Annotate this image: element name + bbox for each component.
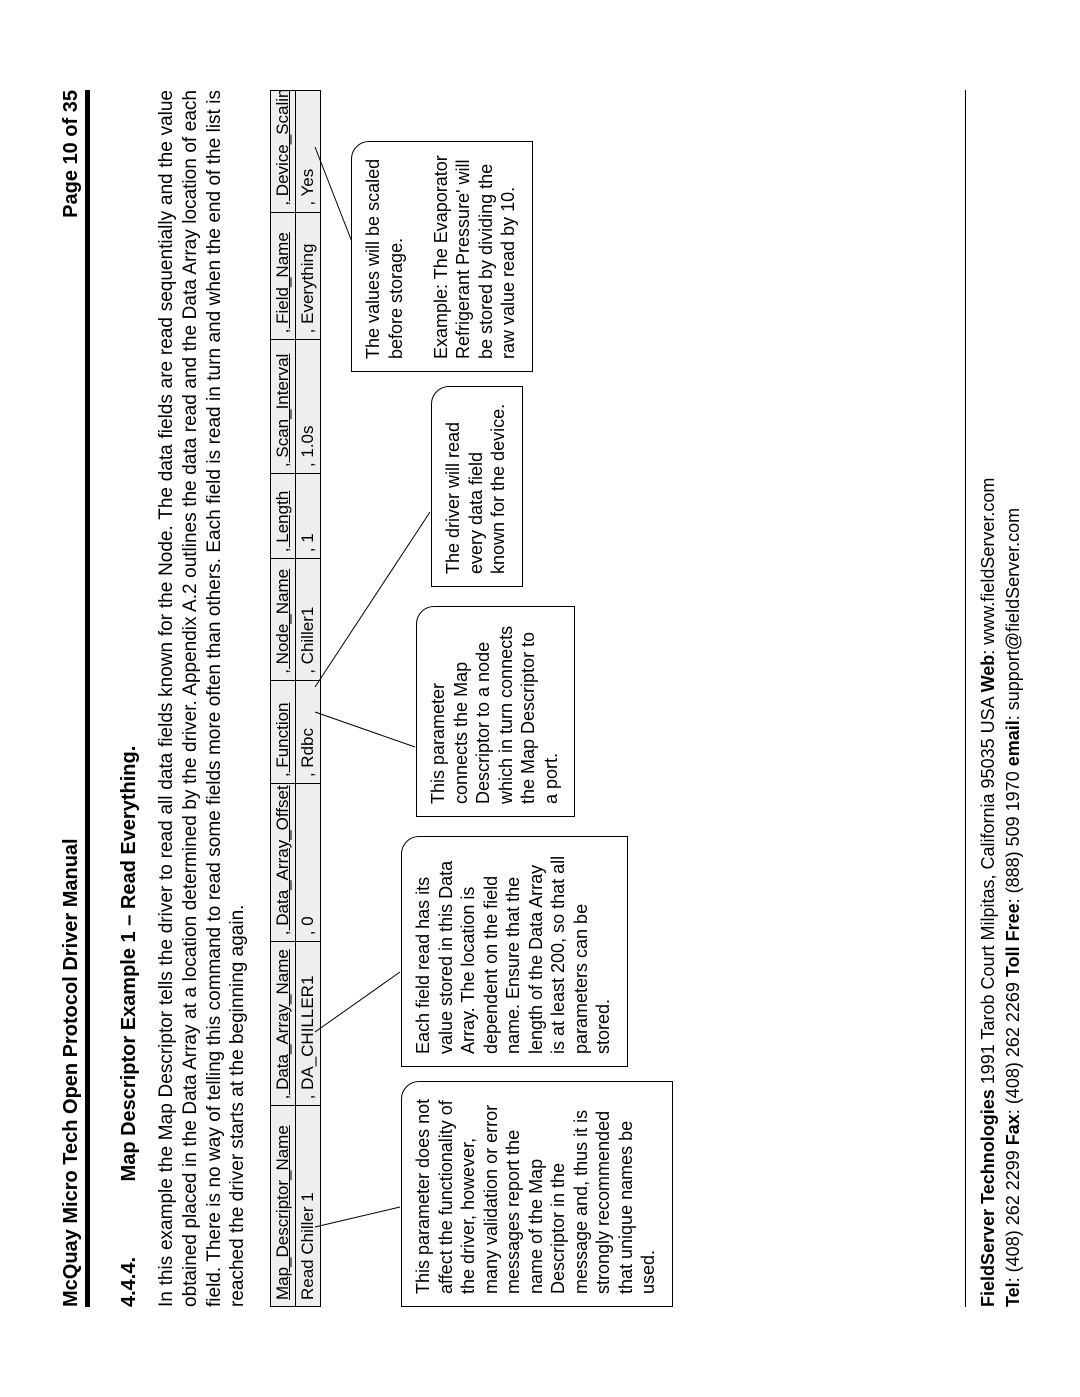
cell-field_name: Everything — [296, 212, 321, 340]
col-device_scaling: Device_Scaling — [271, 91, 296, 213]
footer-tel-value: : (408) 262 2299 — [1003, 1145, 1023, 1282]
footer-web-value: : www.fieldServer.com — [978, 478, 998, 655]
col-scan_interval: Scan_Interval — [271, 340, 296, 474]
col-length: Length — [271, 474, 296, 559]
footer-toll-value: : (888) 509 1970 — [1003, 766, 1023, 903]
callout-field-name: The driver will read every data field kn… — [431, 386, 523, 587]
section-heading: 4.4.4. Map Descriptor Example 1 – Read E… — [118, 90, 141, 1307]
col-function: Function — [271, 680, 296, 783]
cell-map_descriptor_name: Read Chiller 1 — [296, 1106, 321, 1307]
cell-scan_interval: 1.0s — [296, 340, 321, 474]
callouts: This parameter does not affect the funct… — [401, 90, 831, 1307]
table-row: Read Chiller 1DA_CHILLER10RdbcChiller111… — [296, 91, 321, 1307]
section-title: Map Descriptor Example 1 – Read Everythi… — [118, 746, 141, 1182]
section-number: 4.4.4. — [118, 1187, 141, 1307]
cell-node_name: Chiller1 — [296, 559, 321, 681]
cell-function: Rdbc — [296, 680, 321, 783]
intro-paragraph: In this example the Map Descriptor tells… — [155, 90, 250, 1307]
callout-device-scaling: The values will be scaled before storage… — [351, 141, 533, 372]
page-footer: FieldServer Technologies 1991 Tarob Cour… — [965, 90, 1025, 1307]
callout-map-descriptor-name: This parameter does not affect the funct… — [401, 1081, 673, 1307]
col-field_name: Field_Name — [271, 212, 296, 340]
config-table: Map_Descriptor_NameData_Array_NameData_A… — [270, 90, 321, 1307]
col-data_array_offset: Data_Array_Offset — [271, 784, 296, 942]
footer-line-1: FieldServer Technologies 1991 Tarob Cour… — [976, 90, 1000, 1307]
col-data_array_name: Data_Array_Name — [271, 942, 296, 1106]
footer-line-2: Tel: (408) 262 2299 Fax: (408) 262 2269 … — [1001, 90, 1025, 1307]
callout-node-name: This parameter connects the Map Descript… — [416, 606, 575, 817]
col-map_descriptor_name: Map_Descriptor_Name — [271, 1106, 296, 1307]
header-title: McQuay Micro Tech Open Protocol Driver M… — [60, 838, 83, 1307]
table-header-row: Map_Descriptor_NameData_Array_NameData_A… — [271, 91, 296, 1307]
page-header: McQuay Micro Tech Open Protocol Driver M… — [60, 90, 90, 1307]
cell-data_array_offset: 0 — [296, 784, 321, 942]
footer-email-label: email — [1003, 720, 1023, 766]
footer-web-label: Web — [978, 655, 998, 693]
col-node_name: Node_Name — [271, 559, 296, 681]
header-page: Page 10 of 35 — [60, 90, 83, 218]
config-table-area: Map_Descriptor_NameData_Array_NameData_A… — [270, 90, 831, 1307]
cell-data_array_name: DA_CHILLER1 — [296, 942, 321, 1106]
footer-toll-label: Toll Free — [1003, 903, 1023, 977]
footer-email-value: : support@fieldServer.com — [1003, 508, 1023, 720]
footer-fax-value: : (408) 262 2269 — [1003, 977, 1023, 1114]
cell-length: 1 — [296, 474, 321, 559]
footer-fax-label: Fax — [1003, 1114, 1023, 1145]
callout-data-array: Each field read has its value stored in … — [401, 836, 628, 1067]
footer-company: FieldServer Technologies — [978, 1089, 998, 1307]
cell-device_scaling: Yes — [296, 91, 321, 213]
footer-tel-label: Tel — [1003, 1282, 1023, 1307]
footer-address: 1991 Tarob Court Milpitas, California 95… — [978, 692, 998, 1089]
